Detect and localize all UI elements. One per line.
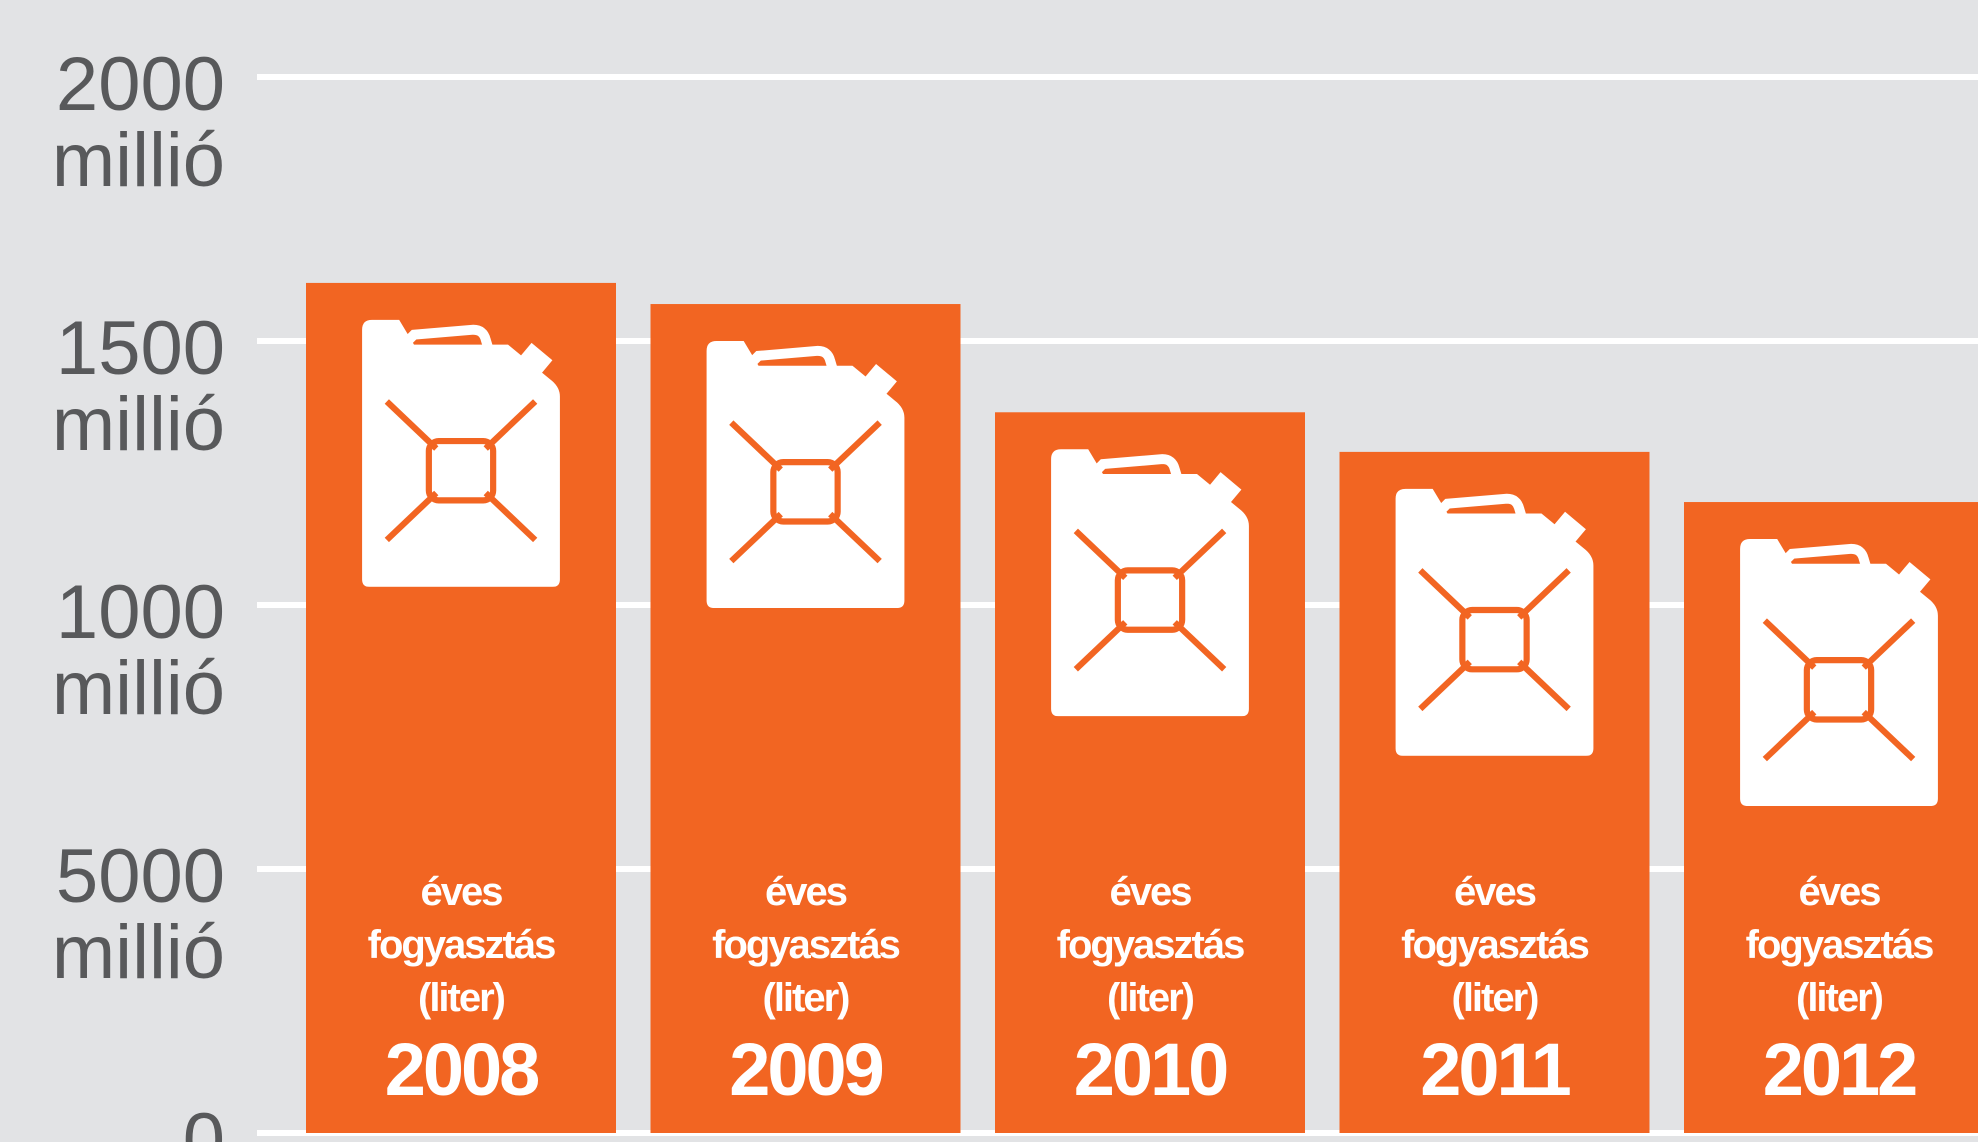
jerrycan-icon xyxy=(1051,449,1249,716)
x-tick-label: 2010 xyxy=(1073,1028,1230,1111)
bar-label: éves fogyasztás (liter) xyxy=(1056,870,1246,1020)
x-tick-label: 2011 xyxy=(1420,1028,1572,1111)
jerrycan-icon xyxy=(1396,489,1594,756)
x-tick-label: 2012 xyxy=(1762,1028,1919,1111)
jerrycan-icon xyxy=(362,320,560,587)
y-tick-label: 2000 millió xyxy=(51,42,225,203)
jerrycan-icon xyxy=(1740,539,1938,806)
y-tick-label: 0 xyxy=(182,1098,225,1142)
bar-label: éves fogyasztás (liter) xyxy=(1745,870,1935,1020)
y-tick-label: 5000 millió xyxy=(51,834,225,995)
bar-label: éves fogyasztás (liter) xyxy=(367,870,557,1020)
x-tick-label: 2009 xyxy=(729,1028,885,1111)
x-tick-label: 2008 xyxy=(384,1028,541,1111)
bar-label: éves fogyasztás (liter) xyxy=(1401,870,1590,1020)
bar-label: éves fogyasztás (liter) xyxy=(712,870,901,1020)
y-tick-label: 1500 millió xyxy=(51,306,225,467)
y-tick-label: 1000 millió xyxy=(51,570,225,731)
jerrycan-icon xyxy=(707,341,905,608)
